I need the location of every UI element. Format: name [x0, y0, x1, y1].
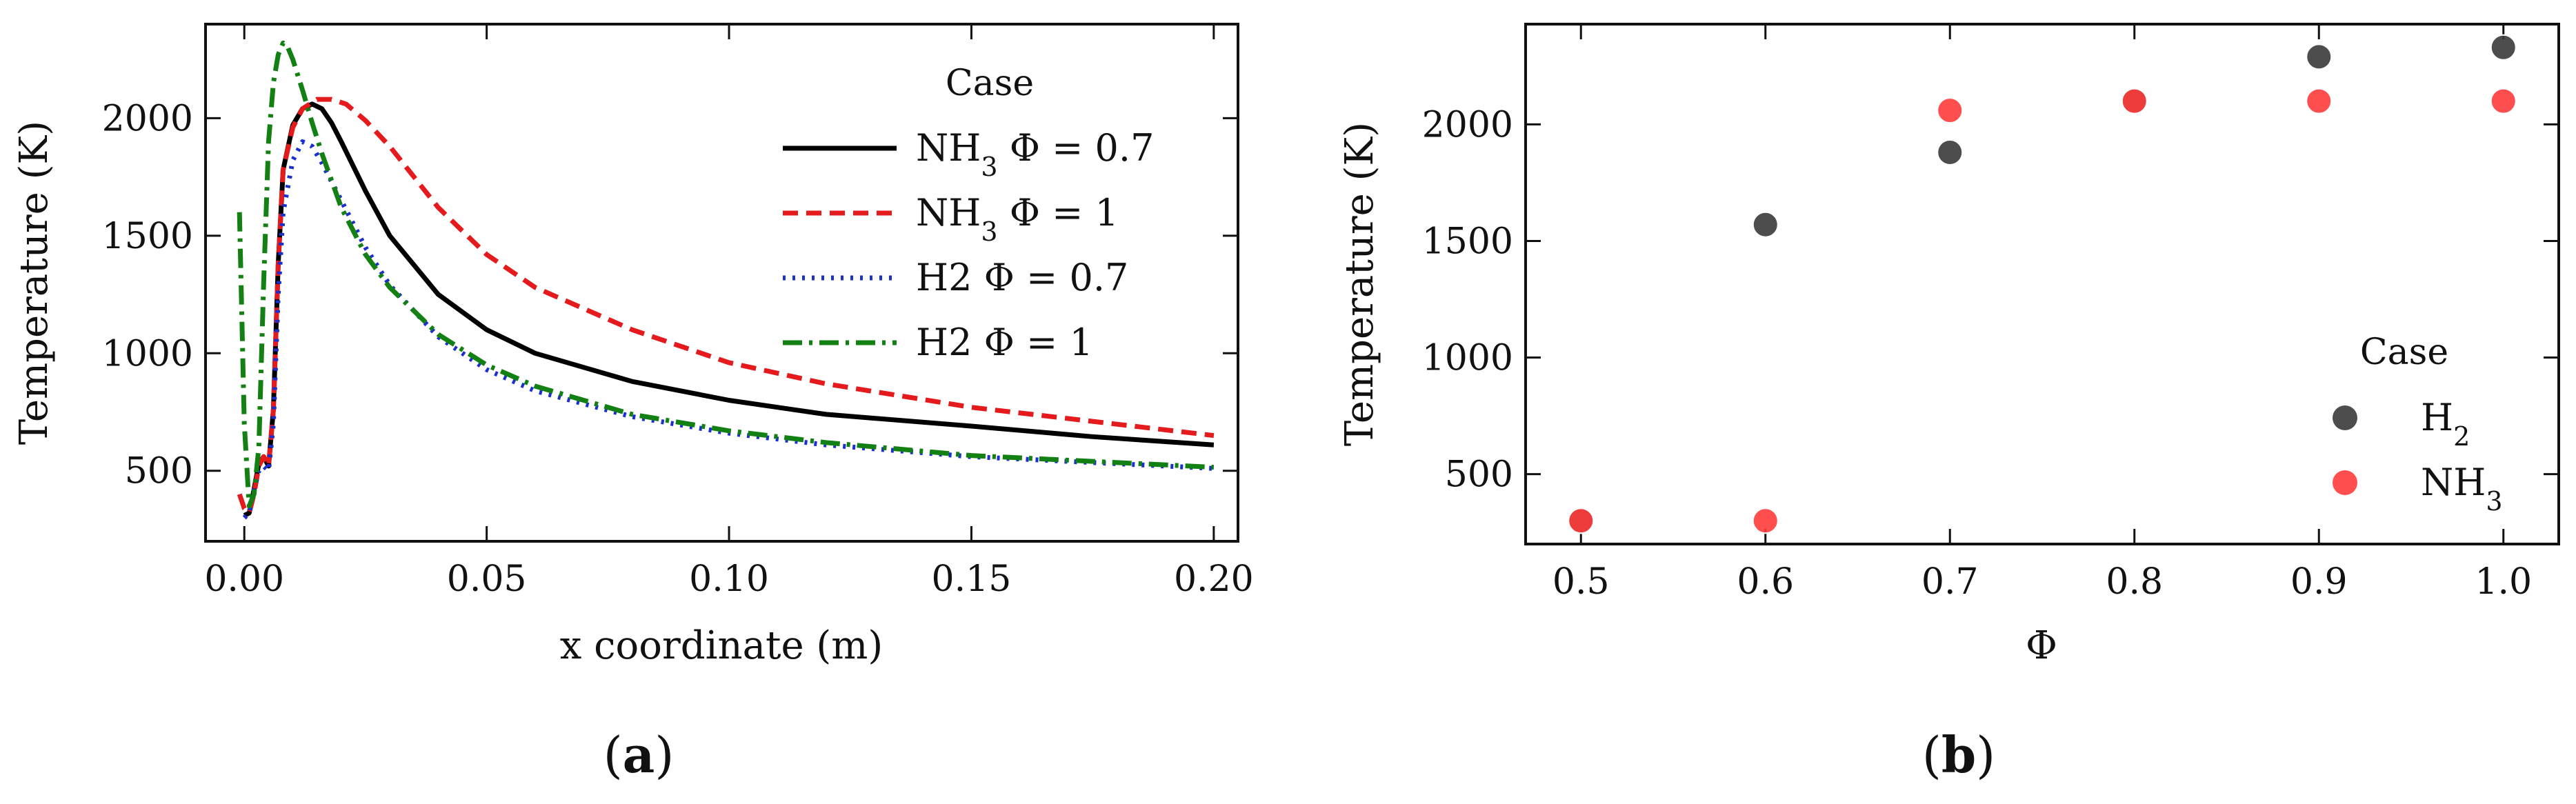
point-nh3-0	[1568, 507, 1595, 534]
legend-a-entry-2: H2 Φ = 0.7	[916, 256, 1128, 299]
plot-a-xlabel: x coordinate (m)	[560, 623, 883, 668]
plot-b-series	[1568, 34, 2517, 534]
panel-b-scatter-chart: 0.5 0.6 0.7 0.8 0.9 1.0 500 1000 1500 2000 Case H…	[1337, 23, 2560, 784]
plot-a-frame	[204, 23, 1239, 543]
line-series-1	[237, 97, 1215, 516]
line-series-3	[237, 40, 1215, 509]
a-xtick-label: 0.20	[1174, 559, 1254, 600]
point-nh3-1	[1752, 507, 1779, 534]
plot-a-legend: Case NH3 Φ = 0.7 NH3 Φ = 1 H2 Φ = 0.7 H2 Φ …	[783, 63, 1154, 364]
plot-a-ticks: 0.00 0.05 0.10 0.15 0.20 500 1000 1500 2000	[102, 24, 1254, 600]
point-nh3-2	[1937, 97, 1964, 124]
plot-b-ylabel: Temperature (K)	[1337, 122, 1382, 446]
a-xtick-label: 0.10	[689, 559, 769, 600]
a-ytick-label: 1000	[102, 333, 193, 374]
plot-a-series	[237, 40, 1215, 520]
legend-b-entry-0: H2	[2421, 396, 2470, 452]
b-ytick-label: 500	[1445, 454, 1513, 496]
a-ytick-label: 500	[125, 451, 193, 492]
b-xtick-label: 0.8	[2106, 561, 2163, 603]
legend-a-title: Case	[946, 63, 1034, 104]
a-xtick-label: 0.00	[204, 559, 284, 600]
b-ytick-label: 1000	[1422, 338, 1513, 379]
a-ytick-label: 1500	[102, 216, 193, 257]
b-xtick-label: 0.5	[1552, 561, 1610, 603]
legend-a-entry-3: H2 Φ = 1	[916, 321, 1093, 364]
legend-b-marker-0	[2333, 405, 2357, 430]
legend-a-entry-0: NH3 Φ = 0.7	[916, 126, 1154, 182]
a-ytick-label: 2000	[102, 98, 193, 139]
point-nh3-3	[2121, 88, 2148, 114]
a-xtick-label: 0.05	[447, 559, 527, 600]
b-ytick-label: 2000	[1422, 104, 1513, 145]
plot-b-ticks: 0.5 0.6 0.7 0.8 0.9 1.0 500 1000 1500 2000	[1422, 24, 2559, 603]
legend-b-entry-1: NH3	[2421, 461, 2503, 516]
b-xtick-label: 0.7	[1921, 561, 1979, 603]
point-nh3-5	[2490, 88, 2517, 114]
legend-a-entry-1: NH3 Φ = 1	[916, 191, 1119, 247]
plot-b-legend: Case H2 NH3	[2333, 332, 2503, 516]
plot-a-ylabel: Temperature (K)	[12, 121, 57, 445]
b-xtick-label: 0.9	[2290, 561, 2348, 603]
point-h2-5	[2490, 34, 2517, 61]
panel-a-line-chart: 0.00 0.05 0.10 0.15 0.20 500 1000 1500 2000 Case…	[12, 23, 1254, 784]
legend-b-marker-1	[2333, 470, 2357, 495]
a-xtick-label: 0.15	[932, 559, 1012, 600]
b-xtick-label: 1.0	[2475, 561, 2532, 603]
panel-label-b: (b)	[1922, 725, 1996, 784]
plot-b-xlabel: Φ	[2026, 623, 2057, 668]
point-h2-2	[1937, 139, 1964, 165]
point-h2-4	[2306, 43, 2333, 70]
legend-b-title: Case	[2360, 332, 2448, 373]
point-h2-1	[1752, 211, 1779, 238]
point-nh3-4	[2306, 88, 2333, 114]
b-ytick-label: 1500	[1422, 221, 1513, 262]
panel-label-a: (a)	[603, 725, 675, 784]
b-xtick-label: 0.6	[1737, 561, 1794, 603]
plot-b-frame	[1524, 23, 2560, 545]
